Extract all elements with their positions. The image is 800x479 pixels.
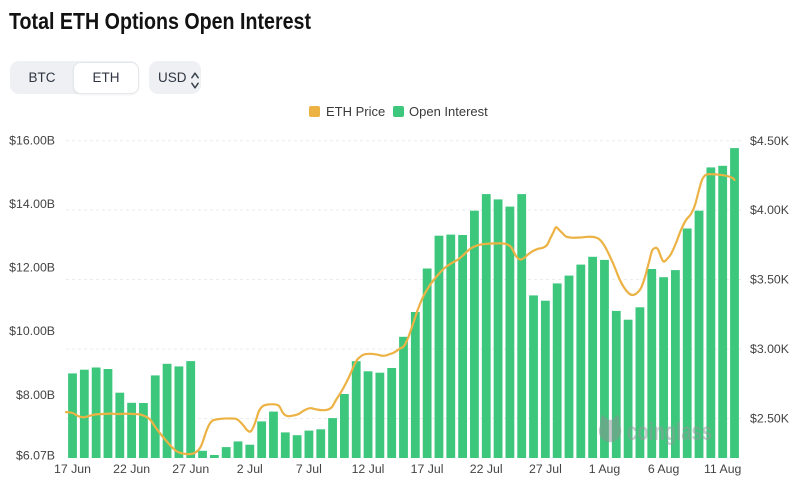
svg-text:$3.00K: $3.00K xyxy=(750,342,790,356)
svg-text:17 Jul: 17 Jul xyxy=(411,462,444,476)
svg-text:$12.00B: $12.00B xyxy=(9,260,55,274)
svg-text:22 Jun: 22 Jun xyxy=(113,462,150,476)
svg-text:coinglass: coinglass xyxy=(627,418,712,446)
svg-text:12 Jul: 12 Jul xyxy=(352,462,385,476)
svg-text:$16.00B: $16.00B xyxy=(9,134,55,148)
svg-text:27 Jul: 27 Jul xyxy=(529,462,562,476)
svg-text:$10.00B: $10.00B xyxy=(9,324,55,338)
svg-text:7 Jul: 7 Jul xyxy=(296,462,322,476)
svg-text:$4.50K: $4.50K xyxy=(750,134,790,148)
svg-text:22 Jul: 22 Jul xyxy=(470,462,503,476)
svg-text:27 Jun: 27 Jun xyxy=(172,462,209,476)
svg-text:1 Aug: 1 Aug xyxy=(589,462,621,476)
svg-text:$8.00B: $8.00B xyxy=(16,388,55,402)
svg-text:11 Aug: 11 Aug xyxy=(704,462,742,476)
svg-text:$3.50K: $3.50K xyxy=(750,273,790,287)
svg-text:17 Jun: 17 Jun xyxy=(54,462,91,476)
svg-text:$2.50K: $2.50K xyxy=(750,412,790,426)
svg-text:$14.00B: $14.00B xyxy=(9,197,55,211)
svg-text:2 Jul: 2 Jul xyxy=(237,462,263,476)
svg-text:$6.07B: $6.07B xyxy=(16,449,55,463)
svg-text:$4.00K: $4.00K xyxy=(750,203,790,217)
svg-text:6 Aug: 6 Aug xyxy=(648,462,680,476)
